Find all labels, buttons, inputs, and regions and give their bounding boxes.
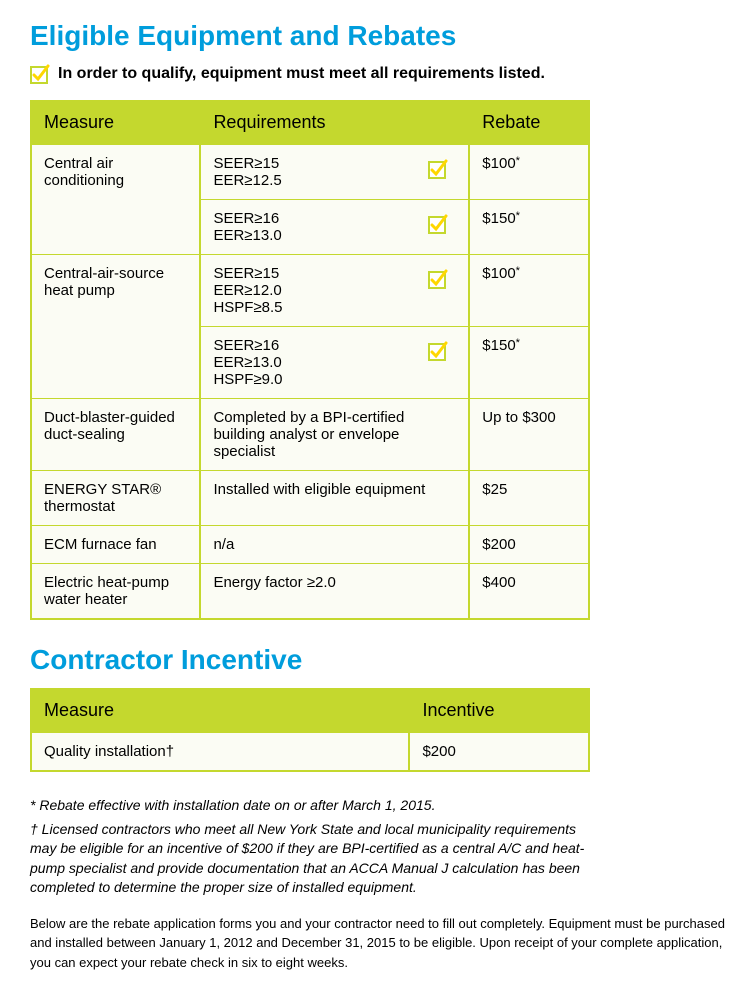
requirements-text: SEER≥15EER≥12.5 [213, 155, 416, 189]
measure-cell: ENERGY STAR® thermostat [31, 471, 200, 526]
qualify-text: In order to qualify, equipment must meet… [58, 65, 545, 83]
rebate-cell: $25 [469, 471, 589, 526]
requirements-cell: Energy factor ≥2.0 [200, 564, 469, 620]
header-requirements: Requirements [200, 101, 469, 144]
measure-cell: Quality installation† [31, 732, 409, 771]
requirements-text: Completed by a BPI-certified building an… [213, 409, 456, 460]
incentive-cell: $200 [409, 732, 589, 771]
requirements-cell: n/a [200, 526, 469, 564]
measure-cell: Electric heat-pump water heater [31, 564, 200, 620]
footnote-asterisk: * Rebate effective with installation dat… [30, 796, 590, 816]
rebate-cell: $150* [469, 327, 589, 399]
checkbox-icon [428, 269, 448, 289]
contractor-incentive-title: Contractor Incentive [30, 644, 725, 676]
measure-cell: Central-air-source heat pump [31, 255, 200, 399]
requirements-cell: SEER≥15EER≥12.5 [200, 144, 469, 200]
rebate-table: Measure Requirements Rebate Central air … [30, 100, 590, 620]
rebate-cell: $100* [469, 255, 589, 327]
footnote-dagger: † Licensed contractors who meet all New … [30, 820, 590, 898]
requirements-cell: SEER≥16EER≥13.0 [200, 200, 469, 255]
table-row: Electric heat-pump water heater Energy fa… [31, 564, 589, 620]
requirements-cell: SEER≥15EER≥12.0HSPF≥8.5 [200, 255, 469, 327]
checkbox-icon [428, 341, 448, 361]
checkbox-icon [428, 159, 448, 179]
rebate-cell: $150* [469, 200, 589, 255]
table-row: Quality installation†$200 [31, 732, 589, 771]
table-row: ECM furnace fan n/a $200 [31, 526, 589, 564]
checkbox-icon [428, 214, 448, 234]
requirements-cell: SEER≥16EER≥13.0HSPF≥9.0 [200, 327, 469, 399]
table-row: ENERGY STAR® thermostat Installed with el… [31, 471, 589, 526]
qualify-row: In order to qualify, equipment must meet… [30, 64, 725, 84]
requirements-cell: Installed with eligible equipment [200, 471, 469, 526]
header-rebate: Rebate [469, 101, 589, 144]
checkbox-icon [30, 64, 50, 84]
table-row: Central air conditioningSEER≥15EER≥12.5$… [31, 144, 589, 200]
requirements-cell: Completed by a BPI-certified building an… [200, 399, 469, 471]
requirements-text: SEER≥16EER≥13.0HSPF≥9.0 [213, 337, 416, 388]
header-measure: Measure [31, 101, 200, 144]
rebate-cell: Up to $300 [469, 399, 589, 471]
rebate-cell: $200 [469, 526, 589, 564]
header-measure2: Measure [31, 689, 409, 732]
incentive-table: Measure Incentive Quality installation†$… [30, 688, 590, 772]
requirements-text: SEER≥16EER≥13.0 [213, 210, 416, 244]
measure-cell: Central air conditioning [31, 144, 200, 255]
requirements-text: Installed with eligible equipment [213, 481, 456, 498]
rebate-cell: $100* [469, 144, 589, 200]
requirements-text: Energy factor ≥2.0 [213, 574, 456, 591]
measure-cell: ECM furnace fan [31, 526, 200, 564]
header-incentive: Incentive [409, 689, 589, 732]
requirements-text: n/a [213, 536, 456, 553]
eligible-equipment-title: Eligible Equipment and Rebates [30, 20, 725, 52]
below-text: Below are the rebate application forms y… [30, 914, 725, 973]
table-row: Duct-blaster-guided duct-sealing Complete… [31, 399, 589, 471]
rebate-cell: $400 [469, 564, 589, 620]
table-row: Central-air-source heat pumpSEER≥15EER≥1… [31, 255, 589, 327]
requirements-text: SEER≥15EER≥12.0HSPF≥8.5 [213, 265, 416, 316]
measure-cell: Duct-blaster-guided duct-sealing [31, 399, 200, 471]
